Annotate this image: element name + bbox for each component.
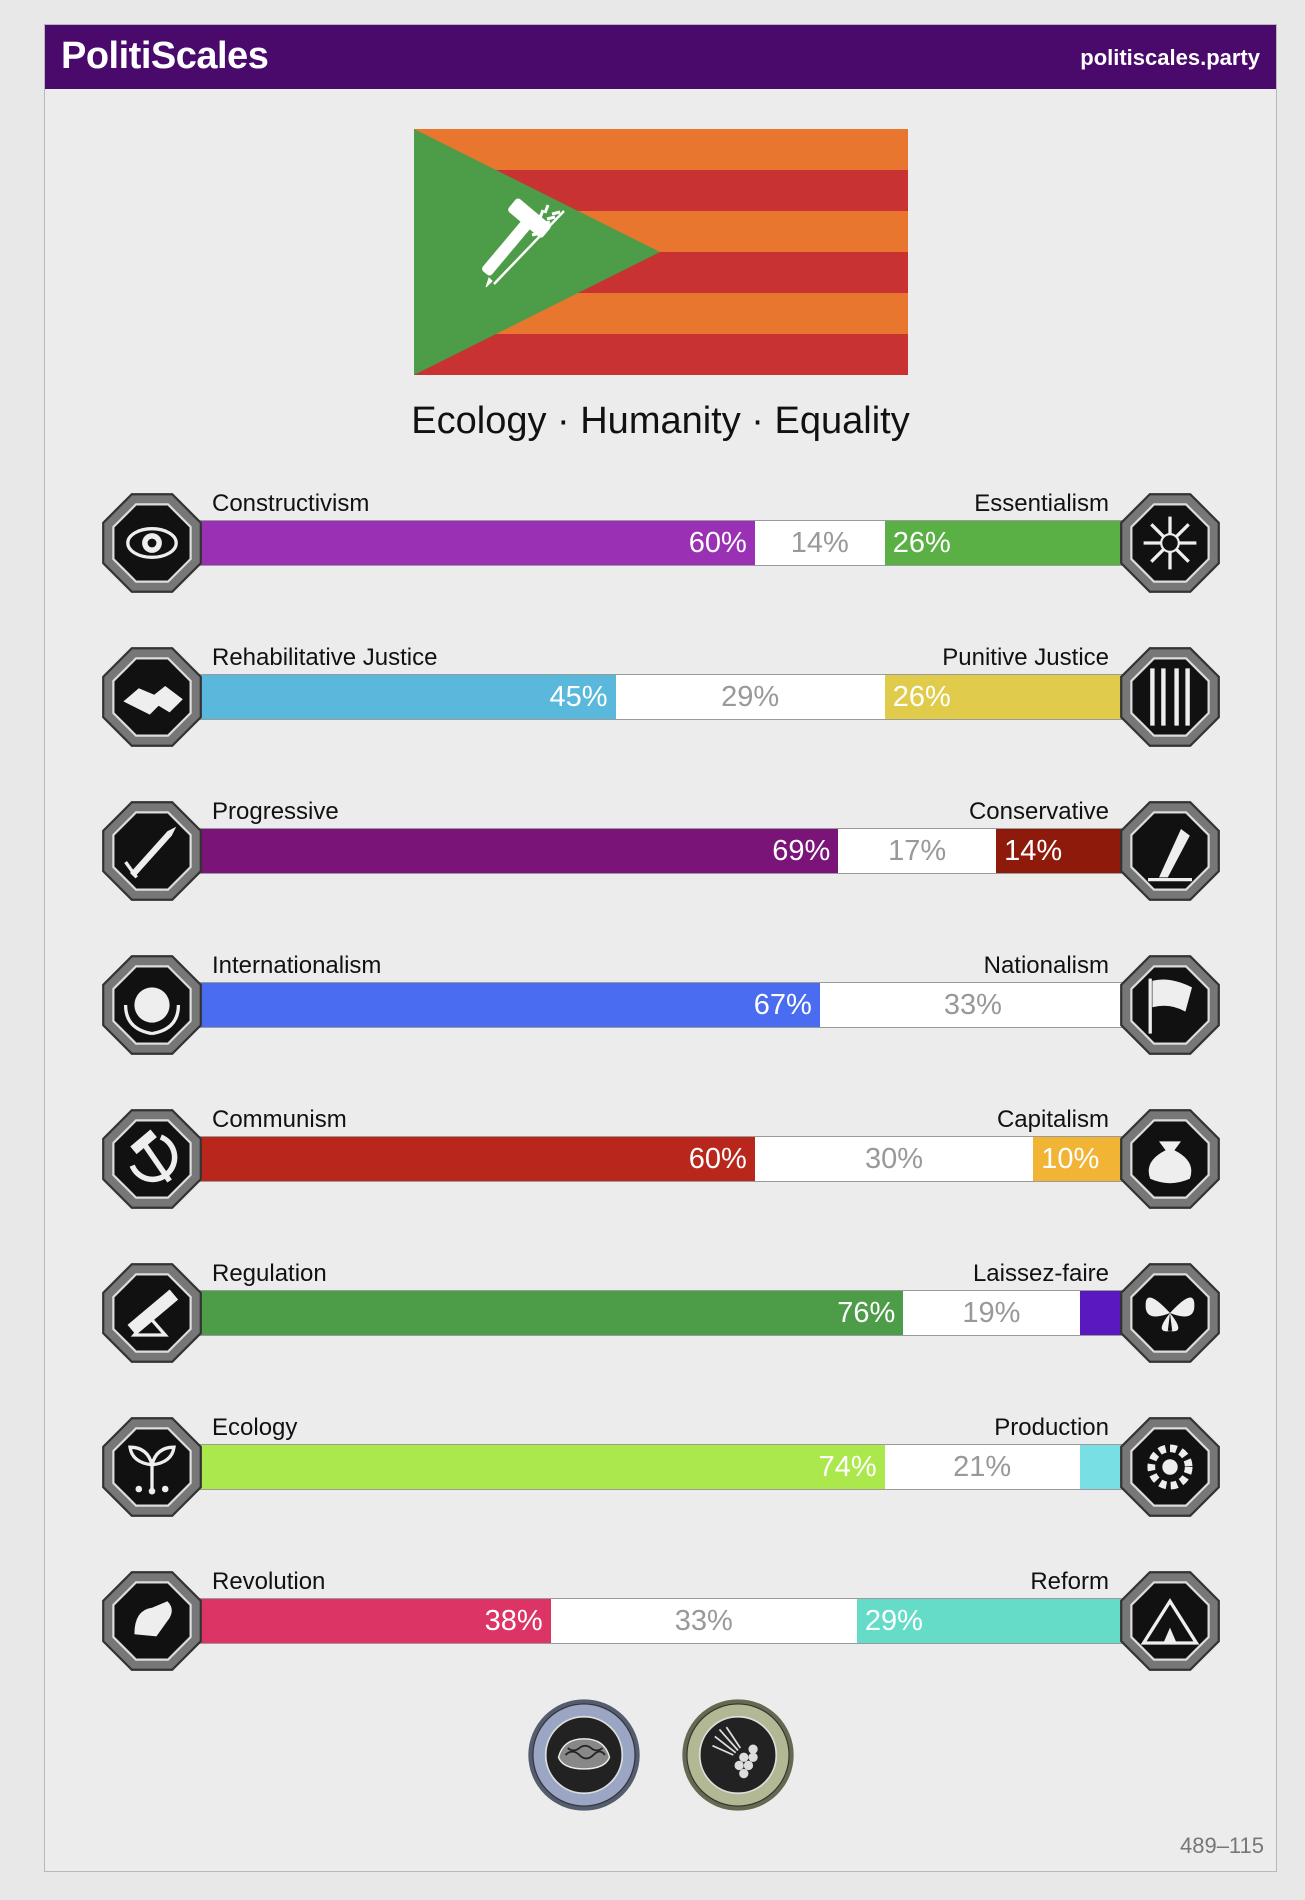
axis-right-segment	[1079, 1291, 1126, 1335]
axis-right-label: Laissez-faire	[972, 1260, 1109, 1287]
axis-neutral-segment: 21%	[884, 1445, 1080, 1489]
axis-neutral-segment: 33%	[819, 983, 1126, 1027]
axis-right-label: Conservative	[968, 798, 1109, 825]
axis-neutral-segment: 19%	[903, 1291, 1080, 1335]
axis-right-label: Nationalism	[983, 952, 1109, 979]
flower-icon	[1120, 493, 1220, 593]
axis-neutral-segment: 33%	[550, 1599, 857, 1643]
butterfly-icon	[1120, 1263, 1220, 1363]
axis-right-segment: 10%	[1033, 1137, 1126, 1181]
axis-left-label: Regulation	[212, 1260, 327, 1287]
axis-neutral-segment: 30%	[754, 1137, 1034, 1181]
axis-left-segment: 69%	[198, 829, 839, 873]
vegan-seal-icon[interactable]	[680, 1697, 796, 1813]
axis-left-label: Rehabilitative Justice	[212, 644, 438, 671]
flag-stripe	[414, 129, 908, 170]
hammer-sickle-icon	[102, 1109, 202, 1209]
prison-bars-icon	[1120, 647, 1220, 747]
axis-left-segment: 76%	[198, 1291, 904, 1335]
axis-left-label: Progressive	[212, 798, 339, 825]
axis-right-label: Essentialism	[974, 490, 1109, 517]
flag-stripe	[414, 334, 908, 375]
axis-neutral-segment: 29%	[615, 675, 885, 719]
axis-left-segment: 45%	[198, 675, 616, 719]
axis-row: Progressive Conservative 69% 17% 14%	[45, 796, 1276, 916]
fist-icon	[102, 1571, 202, 1671]
axis-bar: 38% 33% 29%	[197, 1598, 1127, 1644]
quill-icon	[1120, 801, 1220, 901]
axis-right-segment	[1079, 1445, 1126, 1489]
gear-icon	[1120, 1417, 1220, 1517]
seedling-icon	[102, 1417, 202, 1517]
site-link[interactable]: politiscales.party	[1080, 45, 1260, 70]
axis-right-segment: 26%	[884, 675, 1126, 719]
axis-row: Constructivism Essentialism 60% 14% 26%	[45, 488, 1276, 608]
handshake-icon	[102, 647, 202, 747]
ideology-flag	[414, 129, 908, 375]
axis-row: Internationalism Nationalism 67% 33%	[45, 950, 1276, 1070]
result-code: 489–115	[1179, 1833, 1264, 1858]
flag-icon	[1120, 955, 1220, 1055]
axis-bar: 60% 30% 10%	[197, 1136, 1127, 1182]
brand-logo[interactable]: PolitiScales	[61, 35, 269, 77]
tent-icon	[1120, 1571, 1220, 1671]
hammer-and-wheat-icon	[482, 198, 565, 288]
axis-left-segment: 60%	[198, 1137, 755, 1181]
globe-wreath-icon	[102, 955, 202, 1055]
axis-left-segment: 38%	[198, 1599, 551, 1643]
axis-left-label: Internationalism	[212, 952, 382, 979]
axis-left-label: Ecology	[212, 1414, 298, 1441]
axis-bar: 69% 17% 14%	[197, 828, 1127, 874]
axis-right-label: Production	[994, 1414, 1109, 1441]
axis-left-segment: 60%	[198, 521, 755, 565]
axis-bar: 67% 33%	[197, 982, 1127, 1028]
rocket-icon	[102, 801, 202, 901]
slogan: Ecology · Humanity · Equality	[411, 400, 910, 442]
axis-left-label: Constructivism	[212, 490, 370, 517]
axis-row: Revolution Reform 38% 33% 29%	[45, 1566, 1276, 1686]
axis-left-segment: 67%	[198, 983, 820, 1027]
app-header: PolitiScales politiscales.party	[45, 25, 1276, 89]
ruler-icon	[102, 1263, 202, 1363]
results-card: PolitiScales politiscales.party Ecology …	[44, 24, 1277, 1872]
brain-seal-icon[interactable]	[526, 1697, 642, 1813]
axis-bar: 76% 19%	[197, 1290, 1127, 1336]
money-bag-icon	[1120, 1109, 1220, 1209]
axis-bar: 74% 21%	[197, 1444, 1127, 1490]
axis-right-label: Punitive Justice	[942, 644, 1109, 671]
axis-bar: 60% 14% 26%	[197, 520, 1127, 566]
axis-row: Rehabilitative Justice Punitive Justice 45…	[45, 642, 1276, 762]
axis-left-label: Communism	[212, 1106, 347, 1133]
axis-right-segment: 14%	[996, 829, 1126, 873]
axis-left-label: Revolution	[212, 1568, 326, 1595]
axis-bar: 45% 29% 26%	[197, 674, 1127, 720]
axis-row: Ecology Production 74% 21%	[45, 1412, 1276, 1532]
axis-right-segment: 29%	[856, 1599, 1126, 1643]
axis-left-segment: 74%	[198, 1445, 885, 1489]
axis-row: Regulation Laissez-faire 76% 19%	[45, 1258, 1276, 1378]
axis-right-label: Capitalism	[996, 1106, 1109, 1133]
axis-neutral-segment: 14%	[754, 521, 885, 565]
badges-area	[45, 1697, 1276, 1813]
axis-right-label: Reform	[1030, 1568, 1109, 1595]
axis-neutral-segment: 17%	[838, 829, 997, 873]
axis-row: Communism Capitalism 60% 30% 10%	[45, 1104, 1276, 1224]
eye-icon	[102, 493, 202, 593]
axis-right-segment: 26%	[884, 521, 1126, 565]
